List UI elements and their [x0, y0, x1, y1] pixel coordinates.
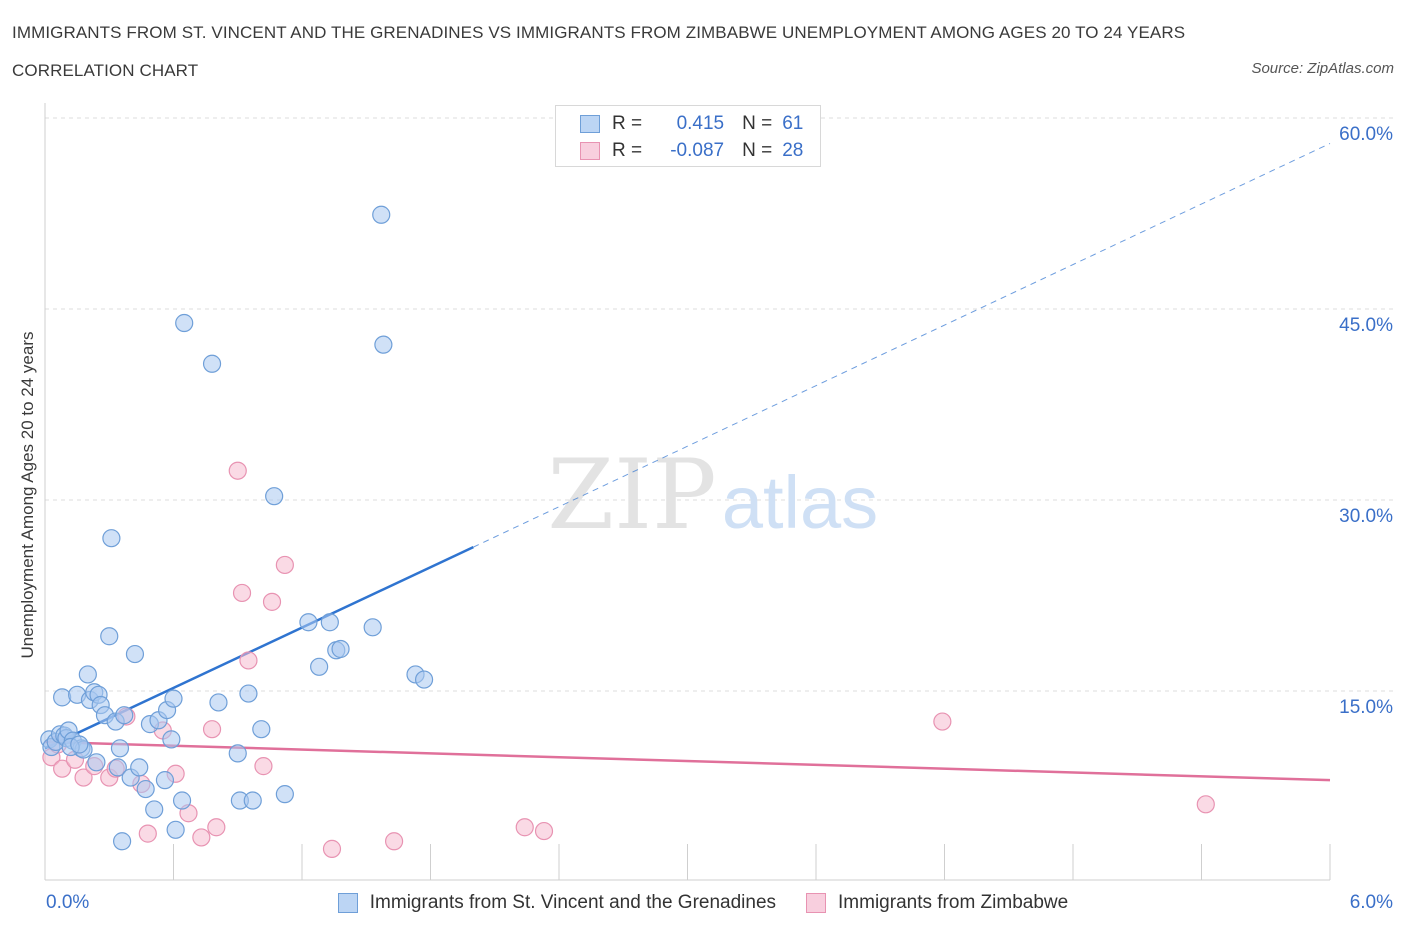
data-point-st-vincent — [228, 744, 247, 763]
legend-item-zimbabwe: Immigrants from Zimbabwe — [806, 892, 1068, 914]
data-point-st-vincent — [110, 739, 130, 758]
data-point-zimbabwe — [515, 818, 534, 837]
data-point-zimbabwe — [232, 583, 252, 603]
data-point-st-vincent — [53, 688, 72, 707]
x-tick-label: 0.0% — [46, 892, 89, 913]
chart-title: IMMIGRANTS FROM ST. VINCENT AND THE GREN… — [12, 23, 1186, 80]
data-point-zimbabwe — [534, 821, 554, 841]
data-point-st-vincent — [239, 684, 258, 703]
data-point-st-vincent — [320, 613, 339, 632]
source-label: Source: ZipAtlas.com — [1251, 60, 1394, 77]
data-point-st-vincent — [70, 735, 89, 754]
legend-item-st-vincent: Immigrants from St. Vincent and the Gren… — [337, 892, 777, 914]
y-tick-label: 30.0% — [1339, 506, 1393, 527]
data-point-st-vincent — [102, 529, 121, 548]
legend-row-pink: R = -0.087 N = 28 — [580, 138, 803, 164]
y-tick-label: 15.0% — [1339, 697, 1393, 718]
data-point-st-vincent — [162, 730, 181, 749]
r-label: R = — [612, 113, 643, 134]
data-point-st-vincent — [125, 644, 145, 664]
data-point-st-vincent — [299, 613, 318, 632]
data-point-st-vincent — [155, 771, 175, 790]
data-point-zimbabwe — [74, 768, 93, 787]
legend-swatch-pink — [580, 142, 600, 160]
legend-swatch-blue — [337, 893, 358, 913]
data-point-st-vincent — [202, 354, 222, 373]
legend-label: Immigrants from Zimbabwe — [838, 892, 1069, 913]
watermark-atlas: atlas — [722, 461, 878, 544]
data-point-st-vincent — [175, 313, 194, 333]
grid-lines — [45, 117, 1395, 692]
data-points — [40, 205, 1215, 858]
watermark: ZIP atlas — [547, 439, 878, 551]
data-point-zimbabwe — [53, 759, 72, 778]
data-point-zimbabwe — [202, 720, 222, 739]
data-point-st-vincent — [374, 335, 393, 354]
data-point-st-vincent — [209, 693, 228, 712]
data-point-zimbabwe — [138, 824, 157, 843]
legend-swatch-blue — [580, 115, 600, 133]
data-point-st-vincent — [145, 800, 164, 819]
data-point-st-vincent — [243, 791, 262, 810]
data-point-st-vincent — [164, 689, 183, 708]
data-point-zimbabwe — [207, 818, 226, 837]
data-point-zimbabwe — [1196, 795, 1215, 814]
data-point-zimbabwe — [384, 832, 404, 851]
data-point-zimbabwe — [275, 555, 294, 575]
n-label: N = — [742, 140, 773, 161]
n-value: 28 — [782, 140, 804, 161]
trend-line-zimbabwe — [44, 740, 1331, 782]
data-point-st-vincent — [372, 205, 391, 224]
data-point-st-vincent — [115, 706, 134, 725]
data-point-zimbabwe — [239, 651, 258, 670]
trend-line-st-vincent-projection — [473, 143, 1331, 548]
watermark-zip: ZIP — [547, 439, 716, 551]
data-point-st-vincent — [414, 670, 434, 689]
data-point-st-vincent — [252, 720, 271, 739]
data-point-zimbabwe — [228, 461, 247, 480]
y-tick-label: 45.0% — [1339, 315, 1393, 336]
legend-label: Immigrants from St. Vincent and the Gren… — [369, 892, 777, 913]
data-point-st-vincent — [108, 758, 127, 777]
data-point-st-vincent — [275, 785, 294, 804]
data-point-zimbabwe — [192, 828, 211, 847]
n-value: 61 — [782, 113, 804, 134]
data-point-st-vincent — [265, 487, 284, 506]
r-value: 0.415 — [676, 113, 725, 134]
r-value: -0.087 — [670, 140, 725, 161]
legend-swatch-pink — [806, 893, 827, 913]
r-label: R = — [612, 140, 643, 161]
data-point-st-vincent — [172, 791, 192, 810]
data-point-st-vincent — [136, 779, 155, 799]
x-tick-label: 6.0% — [1350, 892, 1393, 913]
data-point-st-vincent — [87, 753, 106, 772]
data-point-zimbabwe — [262, 592, 282, 611]
series-legend: Immigrants from St. Vincent and the Gren… — [0, 888, 1406, 918]
data-point-st-vincent — [166, 820, 185, 839]
n-label: N = — [742, 113, 773, 134]
data-point-st-vincent — [130, 758, 149, 777]
data-point-zimbabwe — [933, 712, 952, 731]
y-tick-label: 60.0% — [1339, 124, 1393, 145]
data-point-st-vincent — [112, 832, 132, 851]
data-point-st-vincent — [331, 639, 350, 659]
correlation-legend: R = 0.415 N = 61 R = -0.087 N = 28 — [555, 105, 821, 167]
data-point-zimbabwe — [254, 757, 273, 776]
data-point-st-vincent — [78, 665, 97, 684]
data-point-st-vincent — [310, 657, 329, 676]
tick-labels: 15.0% 30.0% 45.0% 60.0% 0.0% 6.0% — [46, 124, 1393, 913]
legend-row-blue: R = 0.415 N = 61 — [580, 111, 803, 137]
data-point-st-vincent — [363, 618, 382, 637]
data-point-st-vincent — [100, 627, 119, 646]
data-point-zimbabwe — [322, 839, 342, 858]
